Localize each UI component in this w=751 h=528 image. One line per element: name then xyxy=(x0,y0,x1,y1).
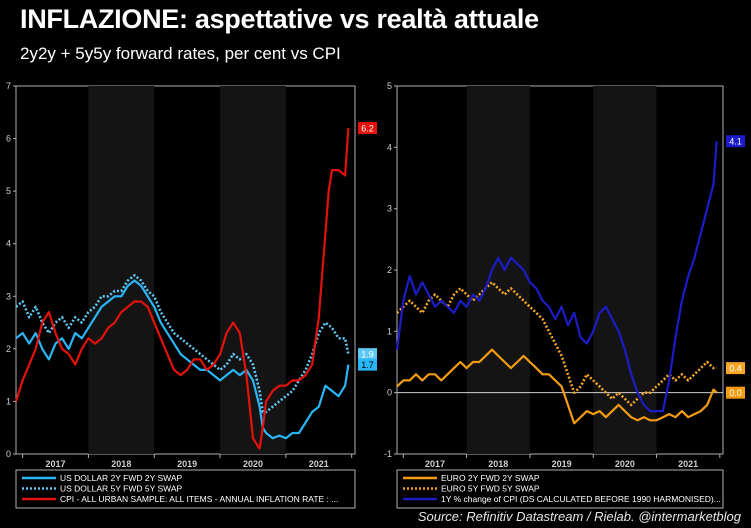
x-tick-label: 2019 xyxy=(552,459,572,469)
legend-label: US DOLLAR 2Y FWD 2Y SWAP xyxy=(60,473,183,483)
x-tick-label: 2017 xyxy=(45,459,65,469)
page-title: INFLAZIONE: aspettative vs realtà attual… xyxy=(20,4,539,34)
y-tick-label: 4 xyxy=(387,142,392,152)
y-tick-label: 3 xyxy=(387,204,392,214)
y-tick-label: 5 xyxy=(387,81,392,91)
y-tick-label: 3 xyxy=(6,291,11,301)
end-label-box xyxy=(726,362,745,375)
legend-label: US DOLLAR 5Y FWD 5Y SWAP xyxy=(60,484,183,494)
y-tick-label: 0 xyxy=(6,449,11,459)
right-end-labels: 4.1 0.4 0.0 xyxy=(726,135,745,399)
left-plot-frame xyxy=(15,85,356,455)
page-subtitle: 2y2y + 5y5y forward rates, per cent vs C… xyxy=(20,44,341,63)
x-tick-label: 2020 xyxy=(615,459,635,469)
series-line xyxy=(15,279,350,440)
x-tick-label: 2017 xyxy=(425,459,445,469)
y-tick-label: 0 xyxy=(387,388,392,398)
right-x-axis: 2017 2018 2019 2020 2021 xyxy=(402,86,721,469)
source-note: Source: Refinitiv Datastream / Rielab. @… xyxy=(417,509,741,524)
year-band xyxy=(88,86,155,454)
end-label: 6.2 xyxy=(361,124,374,134)
left-x-axis: 2017 2018 2019 2020 2021 xyxy=(22,86,353,469)
y-tick-label: 7 xyxy=(6,81,11,91)
series-line xyxy=(396,348,718,425)
left-series xyxy=(14,128,350,450)
right-y-axis: -1 0 1 2 3 4 5 xyxy=(384,81,397,459)
right-plot-frame xyxy=(396,85,724,455)
legend-label: 1Y % change of CPI (DS CALCULATED BEFORE… xyxy=(441,494,721,504)
series-line xyxy=(395,141,718,413)
end-label: 0.4 xyxy=(729,364,742,374)
right-series xyxy=(395,141,718,425)
legend-label: CPI - ALL URBAN SAMPLE: ALL ITEMS - ANNU… xyxy=(60,494,338,504)
y-tick-label: 6 xyxy=(6,134,11,144)
y-tick-label: 2 xyxy=(387,265,392,275)
end-label-box xyxy=(726,135,745,148)
end-label-box xyxy=(358,358,377,371)
end-label: 0.0 xyxy=(729,388,742,398)
end-label: 1.7 xyxy=(361,360,374,370)
y-tick-label: 4 xyxy=(6,239,11,249)
right-legend-box xyxy=(396,469,724,509)
legend-label: EURO 5Y FWD 5Y SWAP xyxy=(441,484,540,494)
end-label-box xyxy=(358,122,377,135)
x-tick-label: 2018 xyxy=(111,459,131,469)
series-line xyxy=(14,128,350,450)
end-label: 1.9 xyxy=(361,350,374,360)
x-tick-label: 2019 xyxy=(177,459,197,469)
year-band xyxy=(466,86,530,454)
left-y-axis: 0 1 2 3 4 5 6 7 xyxy=(6,81,16,459)
series-line xyxy=(15,274,350,414)
end-label-box xyxy=(358,348,377,361)
x-tick-label: 2020 xyxy=(243,459,263,469)
y-tick-label: -1 xyxy=(384,449,392,459)
left-legend-box xyxy=(15,469,356,509)
x-tick-label: 2018 xyxy=(488,459,508,469)
end-label: 4.1 xyxy=(729,137,742,147)
left-end-labels: 6.2 1.91.7 xyxy=(358,122,377,371)
y-tick-label: 1 xyxy=(6,396,11,406)
y-tick-label: 1 xyxy=(387,326,392,336)
end-label-box xyxy=(726,386,745,399)
year-band xyxy=(220,86,286,454)
y-tick-label: 2 xyxy=(6,344,11,354)
legend-label: EURO 2Y FWD 2Y SWAP xyxy=(441,473,540,483)
y-tick-label: 5 xyxy=(6,186,11,196)
x-tick-label: 2021 xyxy=(678,459,698,469)
x-tick-label: 2021 xyxy=(309,459,329,469)
